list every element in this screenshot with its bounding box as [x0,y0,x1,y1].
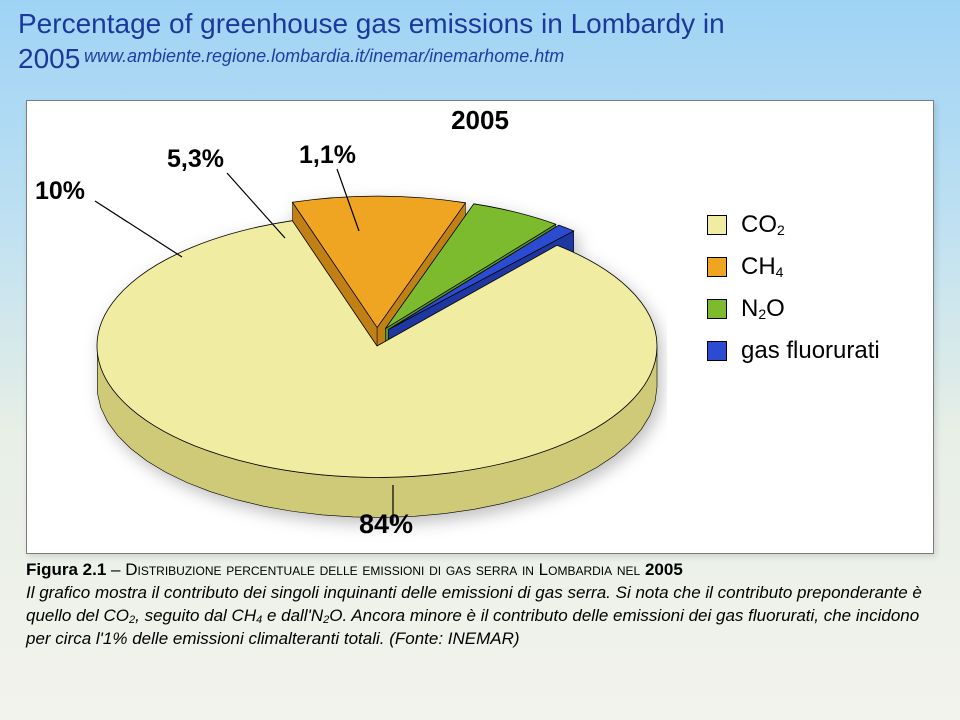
legend-label: gas fluorurati [741,337,880,365]
title-line1: Percentage of greenhouse gas emissions i… [18,8,725,39]
chart-legend: CO2 CH4 N2O gas fluorurati [707,197,907,379]
legend-swatch [707,257,727,277]
caption-heading-text: – Distribuzione percentuale delle emissi… [106,560,645,579]
legend-swatch [707,215,727,235]
caption-year: 2005 [645,560,683,579]
caption-source: (Fonte: INEMAR) [389,629,519,648]
legend-item-gasf: gas fluorurati [707,337,907,365]
legend-swatch [707,299,727,319]
pct-label-ch4: 10% [35,177,85,206]
page-title-block: Percentage of greenhouse gas emissions i… [0,0,960,67]
legend-item-co2: CO2 [707,211,907,239]
caption-body: Il grafico mostra il contributo dei sing… [26,582,934,651]
pct-label-co2: 84% [359,509,413,540]
legend-label: N2O [741,295,785,323]
pct-label-gasf: 1,1% [299,141,356,170]
legend-swatch [707,341,727,361]
legend-item-n2o: N2O [707,295,907,323]
pie-chart: 10% 5,3% 1,1% 84% [67,131,667,551]
pct-label-n2o: 5,3% [167,145,224,174]
figure-caption: Figura 2.1 – Distribuzione percentuale d… [26,560,934,651]
legend-label: CO2 [741,211,785,239]
title-line2: 2005 [18,43,80,74]
legend-label: CH4 [741,253,783,281]
pie-svg [67,131,667,551]
chart-frame: 2005 10% 5,3% 1,1% 84% CO2 CH4 N2O gas f… [26,100,934,554]
legend-item-ch4: CH4 [707,253,907,281]
source-url: www.ambiente.regione.lombardia.it/inemar… [84,46,942,67]
caption-heading: Figura 2.1 – Distribuzione percentuale d… [26,560,934,580]
caption-fig-no: Figura 2.1 [26,560,106,579]
